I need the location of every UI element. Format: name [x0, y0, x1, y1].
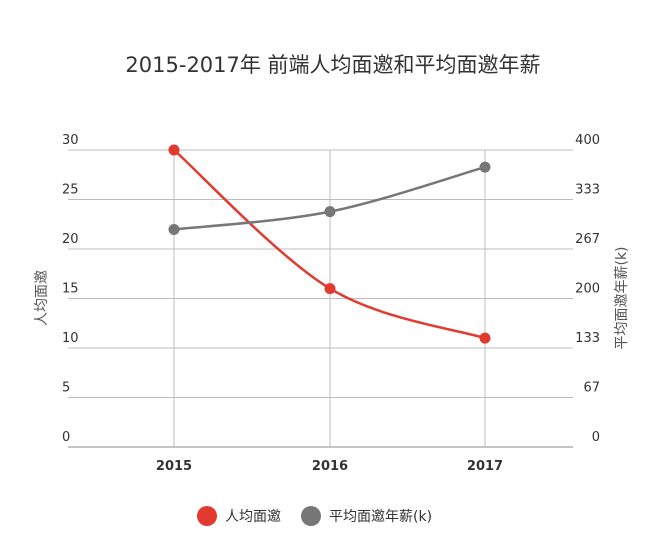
- grid: [68, 149, 573, 448]
- x-tick-label: 2016: [312, 459, 348, 474]
- data-point-1: [168, 223, 180, 235]
- y-left-tick-label: 15: [62, 282, 79, 297]
- y-left-tick-label: 5: [62, 381, 70, 396]
- legend-label-1: 平均面邀年薪(k): [329, 509, 432, 525]
- y-left-tick-label: 0: [62, 430, 70, 445]
- y-left-tick-label: 10: [62, 331, 79, 346]
- x-tick-label: 2015: [156, 459, 192, 474]
- y-right-tick-label: 67: [583, 381, 600, 396]
- y-left-tick-label: 20: [62, 232, 79, 247]
- y-right-tick-label: 333: [575, 183, 600, 198]
- data-point-1: [324, 206, 336, 218]
- y-right-tick-label: 0: [592, 430, 600, 445]
- y-axis-left-label: 人均面邀: [34, 270, 50, 326]
- data-point-1: [479, 161, 491, 173]
- y-left-tick-label: 25: [62, 183, 79, 198]
- series: [168, 144, 491, 344]
- y-axis-right-label: 平均面邀年薪(k): [614, 246, 630, 349]
- chart-title: 2015-2017年 前端人均面邀和平均面邀年薪: [125, 53, 540, 77]
- data-point-0: [324, 283, 336, 295]
- legend-label-0: 人均面邀: [225, 509, 281, 525]
- data-point-0: [168, 144, 180, 156]
- data-point-0: [479, 332, 491, 344]
- y-right-tick-label: 400: [575, 133, 600, 148]
- y-right-tick-label: 267: [575, 232, 600, 247]
- y-left-tick-label: 30: [62, 133, 79, 148]
- legend-marker-0: [197, 506, 217, 526]
- x-tick-label: 2017: [467, 459, 503, 474]
- y-right-tick-label: 133: [575, 331, 600, 346]
- axes: 0 0 5 67 10 133 15 200 20 267 25 333 30 400 2015 2016 20…: [62, 133, 600, 474]
- y-right-tick-label: 200: [575, 282, 600, 297]
- legend: 人均面邀 平均面邀年薪(k): [197, 506, 432, 526]
- legend-marker-1: [301, 506, 321, 526]
